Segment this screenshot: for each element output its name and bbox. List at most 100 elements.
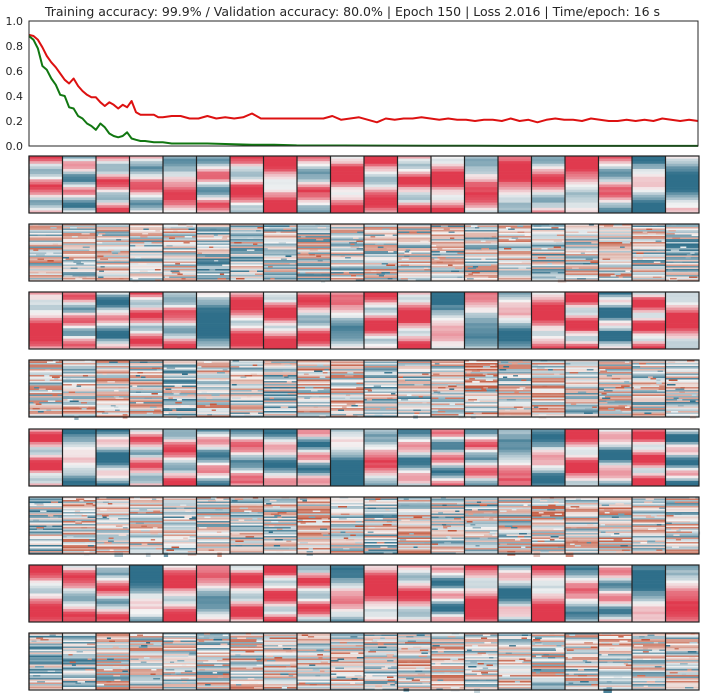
heatmap-stripe xyxy=(364,233,398,235)
heatmap-stripe xyxy=(196,299,230,303)
heatmap-stripe xyxy=(665,382,699,385)
heatmap-stripe xyxy=(464,565,498,568)
heatmap-stripe xyxy=(665,381,699,383)
heatmap-block xyxy=(656,379,661,381)
heatmap-stripe xyxy=(330,270,364,273)
heatmap-stripe xyxy=(129,588,163,592)
heatmap-stripe xyxy=(230,429,264,432)
heatmap-stripe xyxy=(632,343,666,347)
heatmap-stripe xyxy=(196,273,230,276)
heatmap-stripe xyxy=(330,366,364,368)
heatmap-stripe xyxy=(62,158,96,162)
heatmap-stripe xyxy=(62,346,96,350)
heatmap-stripe xyxy=(531,409,565,412)
heatmap-block xyxy=(151,500,160,502)
heatmap-stripe xyxy=(464,521,498,523)
heatmap-stripe xyxy=(29,341,63,345)
heatmap-stripe xyxy=(62,546,96,549)
heatmap-stripe xyxy=(196,234,230,237)
heatmap-block xyxy=(675,388,685,390)
heatmap-stripe xyxy=(364,378,398,380)
heatmap-stripe xyxy=(397,382,431,385)
heatmap-stripe xyxy=(330,279,364,282)
heatmap-stripe xyxy=(29,261,63,264)
heatmap-panel xyxy=(162,156,197,214)
heatmap-stripe xyxy=(330,176,364,180)
heatmap-stripe xyxy=(163,307,197,311)
heatmap-stripe xyxy=(364,467,398,471)
heatmap-stripe xyxy=(196,205,230,209)
heatmap-stripe xyxy=(96,161,130,165)
heatmap-stripe xyxy=(263,325,297,329)
heatmap-stripe xyxy=(464,379,498,382)
heatmap-stripe xyxy=(364,402,398,404)
heatmap-stripe xyxy=(163,394,197,397)
heatmap-stripe xyxy=(531,302,565,306)
heatmap-stripe xyxy=(431,522,465,525)
heatmap-stripe xyxy=(263,312,297,316)
heatmap-block xyxy=(102,501,109,503)
heatmap-stripe xyxy=(665,480,699,484)
heatmap-stripe xyxy=(498,273,532,276)
heatmap-stripe xyxy=(196,522,230,525)
heatmap-stripe xyxy=(196,385,230,388)
heatmap-stripe xyxy=(163,176,197,180)
heatmap-stripe xyxy=(196,257,230,259)
heatmap-stripe xyxy=(163,585,197,589)
heatmap-stripe xyxy=(598,174,632,178)
heatmap-stripe xyxy=(62,246,96,249)
heatmap-stripe xyxy=(598,366,632,368)
heatmap-stripe xyxy=(297,391,331,394)
heatmap-stripe xyxy=(163,270,197,273)
heatmap-stripe xyxy=(230,228,264,231)
heatmap-stripe xyxy=(665,242,699,244)
heatmap-stripe xyxy=(632,525,666,528)
heatmap-stripe xyxy=(129,379,163,382)
heatmap-block xyxy=(521,379,527,381)
heatmap-stripe xyxy=(531,299,565,303)
heatmap-stripe xyxy=(129,333,163,337)
heatmap-stripe xyxy=(230,515,264,517)
heatmap-stripe xyxy=(565,549,599,552)
heatmap-panel xyxy=(162,429,197,487)
heatmap-stripe xyxy=(62,534,96,537)
heatmap-stripe xyxy=(62,163,96,167)
heatmap-stripe xyxy=(297,375,331,377)
heatmap-stripe xyxy=(498,473,532,476)
heatmap-stripe xyxy=(29,166,63,170)
heatmap-stripe xyxy=(62,224,96,226)
heatmap-stripe xyxy=(330,261,364,264)
heatmap-stripe xyxy=(498,397,532,400)
heatmap-stripe xyxy=(29,460,63,463)
heatmap-stripe xyxy=(230,382,264,385)
heatmap-stripe xyxy=(498,533,532,535)
heatmap-stripe xyxy=(364,501,398,504)
heatmap-stripe xyxy=(263,343,297,347)
heatmap-stripe xyxy=(632,534,666,537)
heatmap-stripe xyxy=(196,302,230,306)
heatmap-stripe xyxy=(632,393,666,395)
heatmap-stripe xyxy=(263,189,297,193)
heatmap-stripe xyxy=(632,533,666,535)
heatmap-stripe xyxy=(62,194,96,198)
heatmap-stripe xyxy=(464,478,498,482)
heatmap-stripe xyxy=(330,207,364,211)
heatmap-panel xyxy=(329,360,364,418)
heatmap-stripe xyxy=(297,225,331,228)
heatmap-stripe xyxy=(163,181,197,185)
heatmap-stripe xyxy=(230,236,264,238)
heatmap-stripe xyxy=(431,518,465,520)
heatmap-stripe xyxy=(632,346,666,350)
heatmap-stripe xyxy=(531,267,565,270)
heatmap-stripe xyxy=(163,457,197,461)
heatmap-stripe xyxy=(330,202,364,206)
heatmap-stripe xyxy=(598,462,632,466)
heatmap-stripe xyxy=(498,266,532,268)
heatmap-stripe xyxy=(263,534,297,537)
heatmap-stripe xyxy=(531,412,565,415)
heatmap-stripe xyxy=(431,246,465,249)
heatmap-stripe xyxy=(397,394,431,397)
heatmap-block xyxy=(86,503,93,505)
heatmap-stripe xyxy=(96,307,130,311)
heatmap-stripe xyxy=(565,192,599,196)
